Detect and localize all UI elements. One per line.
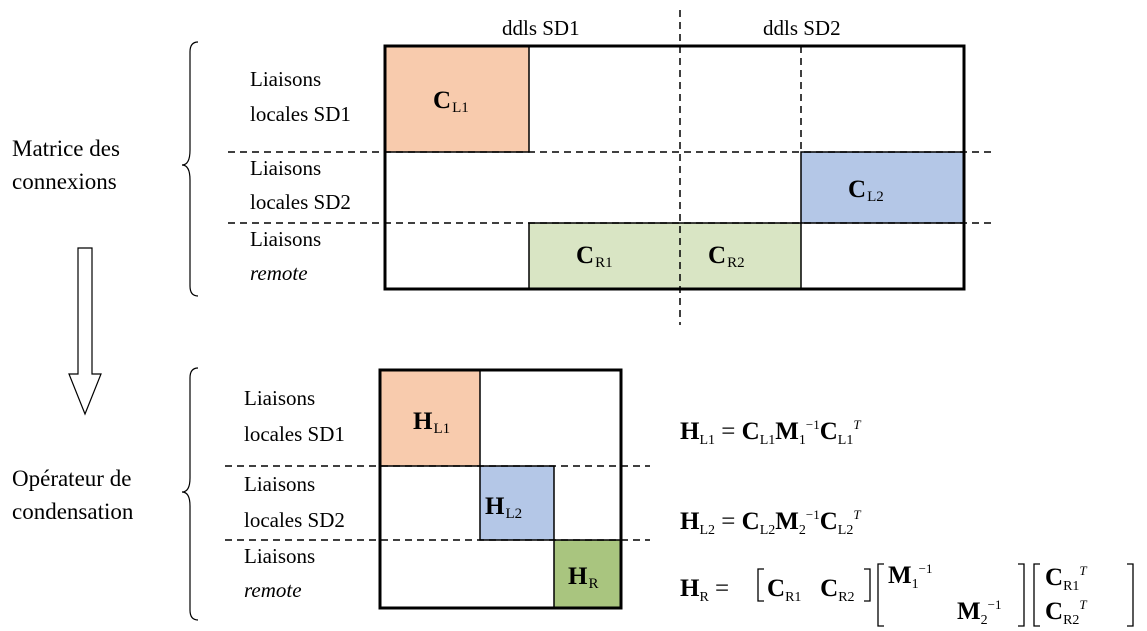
bottom-row1-line1: Liaisons xyxy=(244,386,316,410)
bottom-side-label-line2: condensation xyxy=(12,499,134,525)
top-row3-line2: remote xyxy=(250,261,308,285)
block-hr-sub: R xyxy=(588,576,599,592)
top-brace xyxy=(181,41,199,297)
block-hr-sym: H xyxy=(568,563,588,590)
block-hr-fill xyxy=(554,540,621,608)
block-hl1-sym: H xyxy=(413,408,433,435)
block-cl2-label: CL2 xyxy=(848,176,884,206)
equation-hl2: HL2 = CL2M2−1CL2T xyxy=(680,507,861,538)
bottom-side-label: Opérateur de condensation xyxy=(12,462,133,529)
block-cl2-sym: C xyxy=(848,176,867,203)
top-row2-line2: locales SD2 xyxy=(250,190,351,214)
equation-hr-m2: M2−1 xyxy=(957,597,1002,628)
top-side-label: Matrice des connexions xyxy=(12,132,120,199)
block-cr2-sub: R2 xyxy=(727,255,745,271)
block-cr2-fill xyxy=(680,223,801,289)
equation-hr-cr1t: CR1T xyxy=(1045,563,1087,594)
top-side-label-line1: Matrice des xyxy=(12,136,120,161)
equation-hr-cr2t: CR2T xyxy=(1045,597,1087,628)
block-hl1-sub: L1 xyxy=(433,421,451,437)
block-cl1-label: CL1 xyxy=(433,87,469,117)
block-cl2-sub: L2 xyxy=(867,189,884,205)
block-hl2-sub: L2 xyxy=(505,506,523,522)
equation-hl1: HL1 = CL1M1−1CL1T xyxy=(680,417,861,448)
block-cr1-sub: R1 xyxy=(595,255,613,271)
top-row3-line1: Liaisons xyxy=(250,227,322,251)
block-hl1-label: HL1 xyxy=(413,408,450,438)
col-header-sd1: ddls SD1 xyxy=(502,16,580,40)
block-cl1-fill xyxy=(385,46,529,152)
equation-hr-lhs: HR = xyxy=(680,575,730,605)
block-hl1-fill xyxy=(380,370,480,466)
block-hl2-sym: H xyxy=(485,493,505,520)
bracket-block-matrix xyxy=(877,563,1025,627)
bottom-side-label-line1: Opérateur de xyxy=(12,466,132,491)
bracket-row-vector xyxy=(757,568,871,602)
bottom-row2-line1: Liaisons xyxy=(244,472,316,496)
block-cl1-sub: L1 xyxy=(452,100,469,116)
block-cr1-sym: C xyxy=(576,242,595,269)
bottom-matrix-frame xyxy=(378,368,623,610)
bottom-brace xyxy=(181,367,199,621)
block-cr1-label: CR1 xyxy=(576,242,613,272)
equation-hr-m1: M1−1 xyxy=(888,561,933,592)
top-row1-line2: locales SD1 xyxy=(250,102,351,126)
block-cr1-fill xyxy=(529,223,680,289)
bottom-row2-line2: locales SD2 xyxy=(244,508,345,532)
bracket-column-vector xyxy=(1033,563,1134,627)
col-header-sd2: ddls SD2 xyxy=(763,16,841,40)
block-cr2-label: CR2 xyxy=(708,242,745,272)
bottom-row1-line2: locales SD1 xyxy=(244,422,345,446)
down-arrow-icon xyxy=(68,247,102,416)
block-hr-label: HR xyxy=(568,563,598,593)
block-cl2-fill xyxy=(801,152,964,223)
block-hl2-label: HL2 xyxy=(485,493,522,523)
bottom-row3-line1: Liaisons xyxy=(244,544,316,568)
block-hl2-fill xyxy=(480,466,554,540)
block-cr2-sym: C xyxy=(708,242,727,269)
top-row2-line1: Liaisons xyxy=(250,156,322,180)
top-matrix-frame xyxy=(383,44,966,291)
block-cl1-sym: C xyxy=(433,87,452,114)
equation-hr-row: CR1 CR2 xyxy=(767,575,855,605)
top-row1-line1: Liaisons xyxy=(250,67,322,91)
top-side-label-line2: connexions xyxy=(12,169,117,195)
bottom-row3-line2: remote xyxy=(244,578,302,602)
